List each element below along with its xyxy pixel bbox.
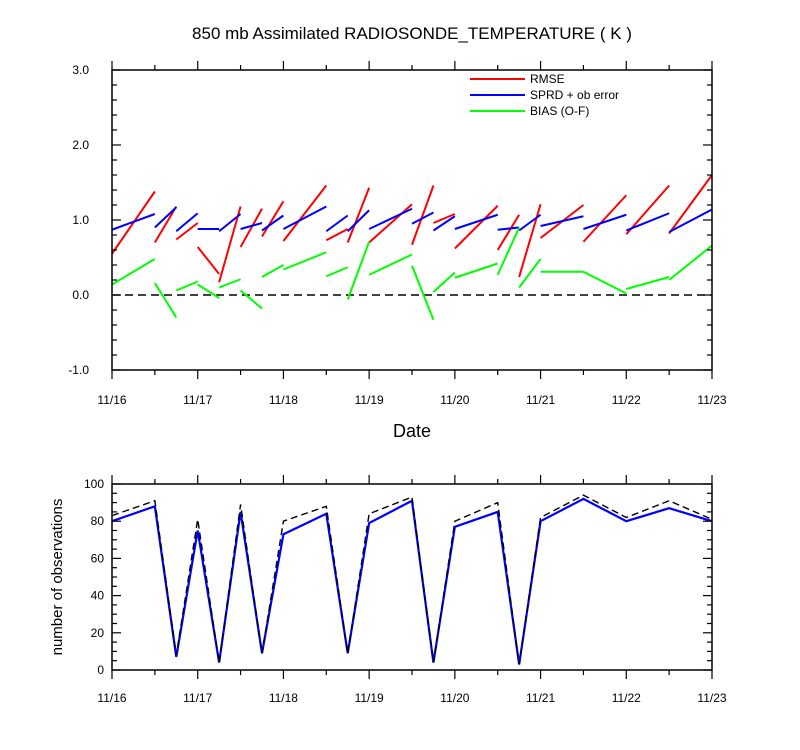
y-tick-label: 3.0 — [72, 63, 89, 77]
x-tick-label: 11/18 — [269, 393, 298, 407]
series-sprd-ob-error-segment-12 — [432, 215, 456, 232]
series-bias-o-f-segment-5 — [239, 289, 263, 310]
x-tick-label: 11/18 — [269, 691, 298, 705]
legend-label: SPRD + ob error — [530, 88, 619, 102]
series-rmse-segment-11 — [411, 185, 435, 246]
series-sprd-ob-error-segment-17 — [583, 213, 627, 230]
series-sprd-ob-error-segment-5 — [240, 222, 263, 230]
series-bias-o-f-segment-18 — [626, 276, 670, 290]
series-rmse-segment-19 — [668, 174, 713, 235]
series-rmse-segment-12 — [433, 213, 456, 224]
series-rmse-segment-8 — [325, 228, 349, 242]
x-tick-label: 11/16 — [97, 691, 126, 705]
x-axis-label: Date — [393, 421, 431, 441]
plot-frame-bottom — [111, 483, 713, 671]
series-bias-o-f-segment-13 — [454, 262, 499, 279]
series-sprd-ob-error-segment-8 — [325, 214, 349, 233]
y-tick-label: 60 — [91, 551, 105, 565]
y-tick-label: 20 — [91, 626, 105, 640]
series-rmse-segment-13 — [454, 205, 499, 250]
y-tick-label: 2.0 — [72, 138, 89, 152]
series-bias-o-f-segment-11 — [411, 265, 435, 321]
x-tick-label: 11/21 — [526, 393, 555, 407]
x-tick-label: 11/19 — [355, 393, 384, 407]
series-sprd-ob-error-segment-14 — [497, 226, 520, 231]
x-tick-label: 11/22 — [612, 393, 641, 407]
series-bias-o-f-segment-4 — [218, 278, 241, 289]
y-axis-label-observations: number of observations — [49, 499, 66, 656]
series-bias-o-f-segment-2 — [175, 280, 199, 292]
x-tick-label: 11/19 — [355, 691, 384, 705]
series-sprd-ob-error-segment-0 — [111, 213, 156, 231]
x-tick-label: 11/22 — [612, 691, 641, 705]
series-total-observations-line — [111, 494, 713, 665]
series-sprd-ob-error-segment-1 — [154, 206, 177, 229]
bottom-panel: 11/16 11/17 11/18 11/19 11/20 11/21 11/22 11/23… — [84, 475, 727, 705]
series-sprd-ob-error-segment-18 — [625, 212, 670, 232]
series-bias-o-f-segment-17 — [582, 270, 627, 295]
x-tick-label: 11/20 — [440, 691, 469, 705]
x-tick-label: 11/21 — [526, 691, 555, 705]
legend-label: BIAS (O-F) — [530, 104, 589, 118]
y-tick-label: 0.0 — [72, 288, 89, 302]
series-assimilated-observations-line — [111, 497, 713, 665]
x-tick-label: 11/20 — [440, 393, 469, 407]
series-sprd-ob-error-segment-9 — [347, 209, 370, 232]
x-tick-label: 11/17 — [183, 393, 212, 407]
series-bias-o-f-segment-7 — [283, 251, 327, 271]
series-bias-o-f-segment-0 — [111, 258, 156, 286]
series-rmse-segment-3 — [196, 246, 220, 275]
series-sprd-ob-error-segment-15 — [518, 213, 542, 232]
series-bias-o-f-segment-9 — [346, 241, 371, 300]
y-tick-label: 40 — [91, 589, 105, 603]
series-sprd-ob-error-segment-4 — [218, 213, 242, 233]
y-tick-label: 80 — [91, 514, 105, 528]
y-tick-label: -1.0 — [68, 363, 89, 377]
series-rmse-segment-10 — [368, 203, 413, 244]
y-tick-label: 0 — [97, 663, 104, 677]
series-bias-o-f-segment-15 — [518, 258, 542, 289]
top-panel: 11/16 11/17 11/18 11/19 11/20 11/21 11/22 11/23… — [68, 61, 727, 407]
series-rmse-segment-4 — [218, 206, 242, 283]
y-tick-label: 100 — [84, 477, 104, 491]
plot-frame-top — [111, 69, 713, 371]
x-tick-label: 11/23 — [697, 393, 726, 407]
series-bias-o-f-segment-19 — [668, 244, 713, 281]
series-sprd-ob-error-segment-2 — [175, 212, 199, 233]
series-sprd-ob-error-segment-11 — [411, 211, 434, 225]
series-sprd-ob-error-segment-6 — [261, 214, 285, 232]
series-rmse-segment-2 — [175, 222, 199, 241]
series-sprd-ob-error-segment-10 — [368, 207, 413, 230]
series-bias-o-f-segment-10 — [368, 253, 413, 276]
y-tick-label: 1.0 — [72, 213, 89, 227]
series-sprd-ob-error-segment-19 — [668, 208, 713, 233]
series-rmse-segment-1 — [154, 205, 178, 244]
series-rmse-segment-17 — [582, 194, 628, 243]
x-tick-label: 11/23 — [697, 691, 726, 705]
series-bias-o-f-segment-6 — [261, 264, 284, 278]
series-sprd-ob-error-segment-16 — [540, 215, 584, 227]
chart-title: 850 mb Assimilated RADIOSONDE_TEMPERATUR… — [192, 24, 632, 43]
legend-label: RMSE — [530, 72, 565, 86]
series-bias-o-f-segment-14 — [496, 227, 521, 276]
x-tick-label: 11/17 — [183, 691, 212, 705]
series-bias-o-f-segment-12 — [432, 271, 456, 293]
series-rmse-segment-14 — [496, 214, 520, 251]
series-sprd-ob-error-segment-13 — [454, 213, 499, 230]
series-rmse-segment-5 — [239, 208, 263, 248]
series-rmse-segment-18 — [625, 184, 670, 235]
series-rmse-segment-6 — [261, 200, 285, 238]
series-rmse-segment-9 — [346, 187, 371, 243]
series-bias-o-f-segment-1 — [154, 282, 178, 319]
series-sprd-ob-error-segment-7 — [282, 205, 327, 230]
series-rmse-segment-15 — [518, 203, 542, 278]
series-bias-o-f-segment-8 — [325, 266, 349, 278]
series-bias-o-f-segment-3 — [197, 283, 220, 299]
x-tick-label: 11/16 — [97, 393, 126, 407]
series-rmse-segment-7 — [282, 184, 328, 242]
